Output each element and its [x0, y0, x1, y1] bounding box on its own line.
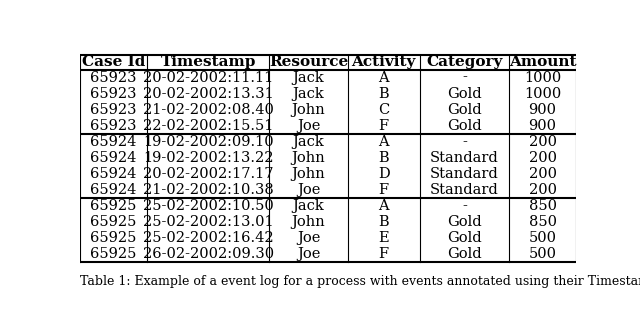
Text: 65925: 65925: [90, 231, 136, 245]
Text: Gold: Gold: [447, 215, 482, 229]
Text: John: John: [292, 103, 325, 117]
Text: Gold: Gold: [447, 231, 482, 245]
Text: Joe: Joe: [297, 247, 320, 261]
Text: 500: 500: [529, 247, 557, 261]
Text: 65923: 65923: [90, 87, 137, 101]
Text: 25-02-2002:16.42: 25-02-2002:16.42: [143, 231, 273, 245]
Text: 200: 200: [529, 167, 557, 181]
Text: Jack: Jack: [292, 199, 324, 213]
Text: Standard: Standard: [430, 183, 499, 197]
Text: John: John: [292, 151, 325, 165]
Text: 65923: 65923: [90, 119, 137, 133]
Text: 500: 500: [529, 231, 557, 245]
Text: 1000: 1000: [524, 70, 561, 85]
Text: Jack: Jack: [292, 135, 324, 149]
Text: B: B: [378, 215, 389, 229]
Text: 21-02-2002:10.38: 21-02-2002:10.38: [143, 183, 273, 197]
Text: 1000: 1000: [524, 87, 561, 101]
Text: 20-02-2002:11.11: 20-02-2002:11.11: [143, 70, 273, 85]
Text: Jack: Jack: [292, 70, 324, 85]
Text: Joe: Joe: [297, 183, 320, 197]
Text: -: -: [462, 199, 467, 213]
Text: 850: 850: [529, 215, 557, 229]
Text: Joe: Joe: [297, 231, 320, 245]
Text: C: C: [378, 103, 389, 117]
Text: -: -: [462, 135, 467, 149]
Text: Standard: Standard: [430, 167, 499, 181]
Text: Timestamp: Timestamp: [161, 55, 256, 69]
Text: A: A: [378, 199, 389, 213]
Text: 900: 900: [529, 119, 557, 133]
Text: 200: 200: [529, 135, 557, 149]
Text: 20-02-2002:13.31: 20-02-2002:13.31: [143, 87, 273, 101]
Text: John: John: [292, 167, 325, 181]
Text: Case Id: Case Id: [82, 55, 145, 69]
Text: 200: 200: [529, 183, 557, 197]
Text: B: B: [378, 151, 389, 165]
Text: Gold: Gold: [447, 87, 482, 101]
Text: 19-02-2002:13.22: 19-02-2002:13.22: [143, 151, 273, 165]
Text: Activity: Activity: [351, 55, 416, 69]
Text: Amount: Amount: [509, 55, 576, 69]
Text: 65923: 65923: [90, 103, 137, 117]
Text: F: F: [379, 183, 388, 197]
Text: Jack: Jack: [292, 87, 324, 101]
Text: Joe: Joe: [297, 119, 320, 133]
Text: 900: 900: [529, 103, 557, 117]
Text: 850: 850: [529, 199, 557, 213]
Text: -: -: [462, 70, 467, 85]
Text: Gold: Gold: [447, 247, 482, 261]
Text: 25-02-2002:13.01: 25-02-2002:13.01: [143, 215, 273, 229]
Text: 26-02-2002:09.30: 26-02-2002:09.30: [143, 247, 274, 261]
Text: 19-02-2002:09.10: 19-02-2002:09.10: [143, 135, 273, 149]
Text: F: F: [379, 119, 388, 133]
Text: 65925: 65925: [90, 215, 136, 229]
Text: F: F: [379, 247, 388, 261]
Text: 65924: 65924: [90, 135, 136, 149]
Text: A: A: [378, 70, 389, 85]
Text: 65925: 65925: [90, 247, 136, 261]
Text: A: A: [378, 135, 389, 149]
Text: 20-02-2002:17.17: 20-02-2002:17.17: [143, 167, 273, 181]
Text: Gold: Gold: [447, 119, 482, 133]
Text: Table 1: Example of a event log for a process with events annotated using their : Table 1: Example of a event log for a pr…: [80, 275, 640, 288]
Text: E: E: [378, 231, 389, 245]
Text: 21-02-2002:08.40: 21-02-2002:08.40: [143, 103, 274, 117]
Text: 22-02-2002:15.51: 22-02-2002:15.51: [143, 119, 273, 133]
Text: 200: 200: [529, 151, 557, 165]
Text: Resource: Resource: [269, 55, 348, 69]
Text: 65925: 65925: [90, 199, 136, 213]
Text: John: John: [292, 215, 325, 229]
Text: 65923: 65923: [90, 70, 137, 85]
Text: 25-02-2002:10.50: 25-02-2002:10.50: [143, 199, 273, 213]
Text: 65924: 65924: [90, 151, 136, 165]
Text: 65924: 65924: [90, 167, 136, 181]
Text: 65924: 65924: [90, 183, 136, 197]
Text: B: B: [378, 87, 389, 101]
Text: Gold: Gold: [447, 103, 482, 117]
Text: Category: Category: [426, 55, 503, 69]
Text: Standard: Standard: [430, 151, 499, 165]
Text: D: D: [378, 167, 390, 181]
